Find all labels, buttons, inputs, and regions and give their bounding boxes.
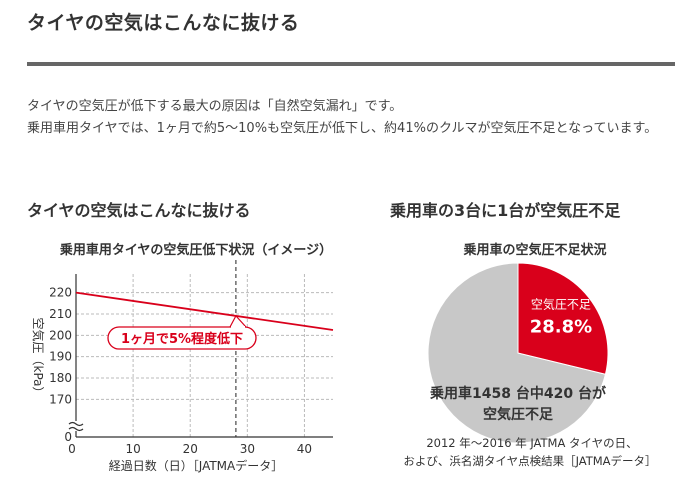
x-tick-label: 40 bbox=[297, 442, 312, 456]
pie-center-line-2: 空気圧不足 bbox=[483, 406, 554, 423]
line-chart-title: 乗用車用タイヤの空気圧低下状況（イメージ） bbox=[59, 242, 332, 258]
title-divider bbox=[27, 62, 675, 66]
line-section-heading: タイヤの空気はこんなに抜ける bbox=[27, 201, 251, 220]
y-zero-label: 0 bbox=[64, 430, 72, 444]
annotation-pointer bbox=[229, 314, 247, 328]
intro-line-2: 乗用車用タイヤでは、1ヶ月で約5〜10%も空気圧が低下し、約41%のクルマが空気… bbox=[27, 121, 658, 136]
page-title: タイヤの空気はこんなに抜ける bbox=[27, 12, 300, 34]
y-tick-label: 180 bbox=[49, 371, 72, 385]
axis-break-mark bbox=[68, 421, 84, 432]
pie-slice-value-label: 28.8% bbox=[530, 316, 592, 337]
y-tick-label: 200 bbox=[49, 328, 72, 342]
intro-line-1: タイヤの空気圧が低下する最大の原因は「自然空気漏れ」です。 bbox=[27, 99, 403, 114]
y-axis-label: 空気圧（kPa） bbox=[31, 317, 46, 398]
pie-slice-label: 空気圧不足 bbox=[531, 296, 591, 311]
pie-section-heading: 乗用車の3台に1台が空気圧不足 bbox=[390, 201, 621, 220]
pie-slice-underinflated bbox=[517, 262, 609, 375]
pie-source-line-1: 2012 年〜2016 年 JATMA タイヤの日、 bbox=[426, 436, 637, 450]
x-tick-label: 30 bbox=[240, 442, 255, 456]
pressure-line-chart: 乗用車用タイヤの空気圧低下状況（イメージ） 空気圧（kPa） 経過日数（日）［J… bbox=[31, 242, 334, 473]
annotation-label: 1ヶ月で5%程度低下 bbox=[121, 331, 243, 347]
x-tick-label: 0 bbox=[68, 442, 76, 456]
intro-text: タイヤの空気圧が低下する最大の原因は「自然空気漏れ」です。 乗用車用タイヤでは、… bbox=[27, 96, 677, 140]
pie-chart-title: 乗用車の空気圧不足状況 bbox=[462, 242, 606, 258]
x-axis-label: 経過日数（日）［JATMAデータ］ bbox=[109, 458, 284, 473]
y-tick-label: 190 bbox=[49, 350, 72, 364]
pie-slice-other bbox=[427, 262, 607, 444]
pie-center-line-1: 乗用車1458 台中420 台が bbox=[429, 385, 607, 402]
pie-source-line-2: および、浜名湖タイヤ点検結果［JATMAデータ］ bbox=[403, 454, 656, 468]
y-tick-label: 170 bbox=[49, 392, 72, 406]
annotation-bubble bbox=[107, 326, 257, 350]
pressure-line bbox=[75, 291, 334, 331]
y-tick-label: 220 bbox=[49, 286, 72, 300]
x-tick-label: 20 bbox=[183, 442, 198, 456]
y-tick-label: 210 bbox=[49, 307, 72, 321]
axis-break-gap bbox=[69, 421, 83, 431]
x-tick-label: 10 bbox=[125, 442, 140, 456]
